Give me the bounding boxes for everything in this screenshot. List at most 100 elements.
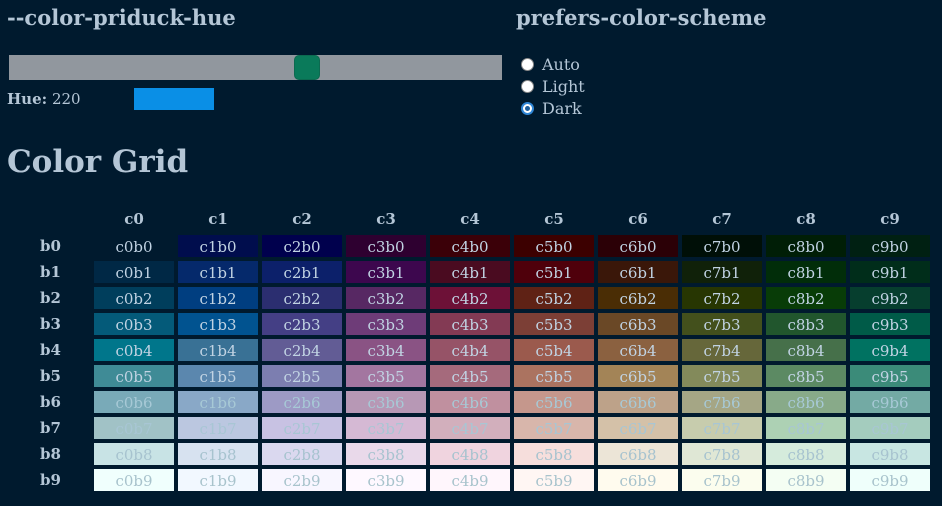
grid-cell: c5b1 bbox=[513, 260, 595, 284]
grid-cell: c8b2 bbox=[765, 286, 847, 310]
radio-button-icon[interactable] bbox=[521, 79, 534, 93]
hue-section-title: --color-priduck-hue bbox=[7, 5, 236, 30]
grid-cell: c2b8 bbox=[261, 442, 343, 466]
row-header-b5: b5 bbox=[40, 367, 61, 385]
grid-cell: c3b4 bbox=[345, 338, 427, 362]
grid-cell: c4b5 bbox=[429, 364, 511, 388]
grid-cell: c9b9 bbox=[849, 468, 931, 492]
grid-cell: c1b0 bbox=[177, 234, 259, 258]
column-header-c5: c5 bbox=[544, 210, 564, 228]
radio-option-auto[interactable]: Auto bbox=[521, 53, 580, 75]
grid-cell: c2b3 bbox=[261, 312, 343, 336]
grid-cell: c1b3 bbox=[177, 312, 259, 336]
grid-cell: c7b8 bbox=[681, 442, 763, 466]
grid-cell: c8b4 bbox=[765, 338, 847, 362]
column-header-c1: c1 bbox=[208, 210, 228, 228]
grid-cell: c5b2 bbox=[513, 286, 595, 310]
grid-cell: c3b2 bbox=[345, 286, 427, 310]
column-header-c0: c0 bbox=[124, 210, 144, 228]
grid-cell: c9b0 bbox=[849, 234, 931, 258]
grid-cell: c2b4 bbox=[261, 338, 343, 362]
grid-cell: c6b5 bbox=[597, 364, 679, 388]
row-header-b1: b1 bbox=[40, 263, 61, 281]
grid-cell: c1b6 bbox=[177, 390, 259, 414]
radio-option-dark[interactable]: Dark bbox=[521, 97, 582, 119]
grid-cell: c0b1 bbox=[93, 260, 175, 284]
grid-cell: c3b8 bbox=[345, 442, 427, 466]
color-scheme-title: prefers-color-scheme bbox=[516, 5, 767, 30]
grid-cell: c5b9 bbox=[513, 468, 595, 492]
grid-cell: c4b8 bbox=[429, 442, 511, 466]
grid-cell: c0b2 bbox=[93, 286, 175, 310]
grid-cell: c0b3 bbox=[93, 312, 175, 336]
grid-cell: c8b5 bbox=[765, 364, 847, 388]
radio-option-light[interactable]: Light bbox=[521, 75, 585, 97]
radio-label-auto: Auto bbox=[542, 54, 580, 74]
grid-cell: c8b0 bbox=[765, 234, 847, 258]
grid-cell: c5b3 bbox=[513, 312, 595, 336]
grid-cell: c6b1 bbox=[597, 260, 679, 284]
column-header-c4: c4 bbox=[460, 210, 480, 228]
grid-cell: c9b8 bbox=[849, 442, 931, 466]
grid-cell: c6b0 bbox=[597, 234, 679, 258]
grid-cell: c5b7 bbox=[513, 416, 595, 440]
grid-cell: c9b1 bbox=[849, 260, 931, 284]
grid-cell: c9b7 bbox=[849, 416, 931, 440]
grid-cell: c0b4 bbox=[93, 338, 175, 362]
grid-cell: c6b4 bbox=[597, 338, 679, 362]
grid-cell: c1b5 bbox=[177, 364, 259, 388]
row-header-b0: b0 bbox=[40, 237, 61, 255]
grid-cell: c0b7 bbox=[93, 416, 175, 440]
grid-cell: c0b6 bbox=[93, 390, 175, 414]
grid-cell: c0b0 bbox=[93, 234, 175, 258]
grid-cell: c7b0 bbox=[681, 234, 763, 258]
hue-slider-thumb[interactable] bbox=[294, 55, 321, 80]
grid-cell: c9b3 bbox=[849, 312, 931, 336]
grid-cell: c7b5 bbox=[681, 364, 763, 388]
grid-cell: c3b1 bbox=[345, 260, 427, 284]
row-header-b2: b2 bbox=[40, 289, 61, 307]
grid-cell: c3b0 bbox=[345, 234, 427, 258]
grid-cell: c3b3 bbox=[345, 312, 427, 336]
grid-cell: c2b0 bbox=[261, 234, 343, 258]
grid-cell: c8b1 bbox=[765, 260, 847, 284]
grid-cell: c7b2 bbox=[681, 286, 763, 310]
grid-cell: c4b0 bbox=[429, 234, 511, 258]
grid-cell: c2b5 bbox=[261, 364, 343, 388]
radio-button-icon[interactable] bbox=[521, 101, 534, 115]
grid-cell: c3b9 bbox=[345, 468, 427, 492]
grid-cell: c8b8 bbox=[765, 442, 847, 466]
grid-cell: c4b7 bbox=[429, 416, 511, 440]
grid-cell: c4b9 bbox=[429, 468, 511, 492]
column-header-c6: c6 bbox=[628, 210, 648, 228]
radio-label-dark: Dark bbox=[542, 98, 582, 118]
grid-cell: c7b7 bbox=[681, 416, 763, 440]
row-header-b9: b9 bbox=[40, 471, 61, 489]
grid-cell: c1b4 bbox=[177, 338, 259, 362]
grid-cell: c6b9 bbox=[597, 468, 679, 492]
grid-cell: c8b9 bbox=[765, 468, 847, 492]
grid-cell: c1b7 bbox=[177, 416, 259, 440]
grid-cell: c1b9 bbox=[177, 468, 259, 492]
grid-cell: c5b8 bbox=[513, 442, 595, 466]
hue-slider[interactable] bbox=[9, 55, 502, 80]
grid-cell: c9b5 bbox=[849, 364, 931, 388]
grid-cell: c6b2 bbox=[597, 286, 679, 310]
grid-cell: c5b5 bbox=[513, 364, 595, 388]
grid-cell: c2b9 bbox=[261, 468, 343, 492]
column-header-c9: c9 bbox=[880, 210, 900, 228]
grid-cell: c0b8 bbox=[93, 442, 175, 466]
row-header-b6: b6 bbox=[40, 393, 61, 411]
hue-label: Hue: bbox=[7, 90, 48, 108]
grid-cell: c6b8 bbox=[597, 442, 679, 466]
grid-cell: c7b1 bbox=[681, 260, 763, 284]
grid-cell: c3b7 bbox=[345, 416, 427, 440]
grid-cell: c6b7 bbox=[597, 416, 679, 440]
row-header-b4: b4 bbox=[40, 341, 61, 359]
grid-cell: c7b6 bbox=[681, 390, 763, 414]
column-header-c7: c7 bbox=[712, 210, 732, 228]
grid-cell: c5b0 bbox=[513, 234, 595, 258]
radio-button-icon[interactable] bbox=[521, 57, 534, 71]
grid-cell: c9b2 bbox=[849, 286, 931, 310]
grid-cell: c0b9 bbox=[93, 468, 175, 492]
